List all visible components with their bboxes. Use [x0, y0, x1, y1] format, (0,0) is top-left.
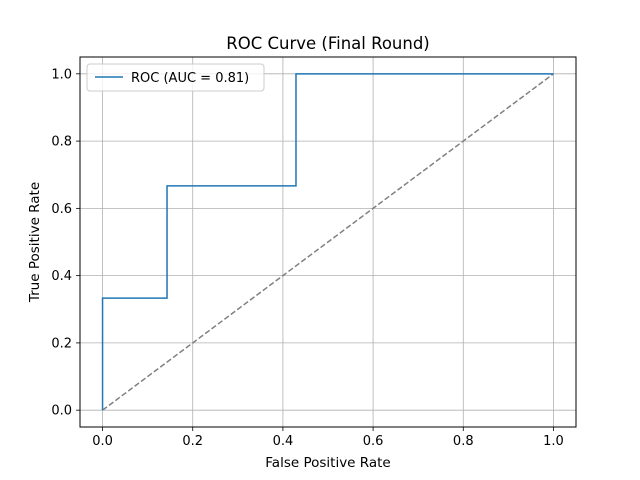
legend: ROC (AUC = 0.81) — [86, 63, 265, 92]
y-axis-label: True Positive Rate — [27, 182, 43, 303]
legend-label-roc: ROC (AUC = 0.81) — [131, 71, 249, 86]
y-tick-label: 0.4 — [51, 269, 72, 284]
x-tick-label: 0.2 — [182, 434, 203, 449]
y-tick-label: 0.8 — [51, 135, 72, 150]
plot-area — [101, 73, 554, 411]
chart-title: ROC Curve (Final Round) — [226, 34, 430, 53]
x-tick-label: 0.8 — [453, 434, 474, 449]
y-tick-label: 0.2 — [51, 336, 72, 351]
roc-curve-line — [101, 73, 554, 411]
y-tick-label: 0.6 — [51, 202, 72, 217]
legend-box — [86, 63, 265, 92]
axes-frame — [79, 56, 577, 428]
x-axis-label: False Positive Rate — [265, 455, 390, 471]
x-tick-label: 0.4 — [273, 434, 294, 449]
y-tick-label: 1.0 — [51, 67, 72, 82]
y-tick-label: 0.0 — [51, 404, 72, 419]
x-tick-label: 0.6 — [363, 434, 384, 449]
ticks: 0.0 0.2 0.4 0.6 0.8 1.0 0.0 0.2 0.4 0.6 0.8 1.0 — [51, 67, 563, 449]
x-tick-label: 1.0 — [543, 434, 564, 449]
x-tick-label: 0.0 — [92, 434, 113, 449]
chance-diagonal-line — [102, 73, 554, 411]
grid — [80, 57, 576, 427]
